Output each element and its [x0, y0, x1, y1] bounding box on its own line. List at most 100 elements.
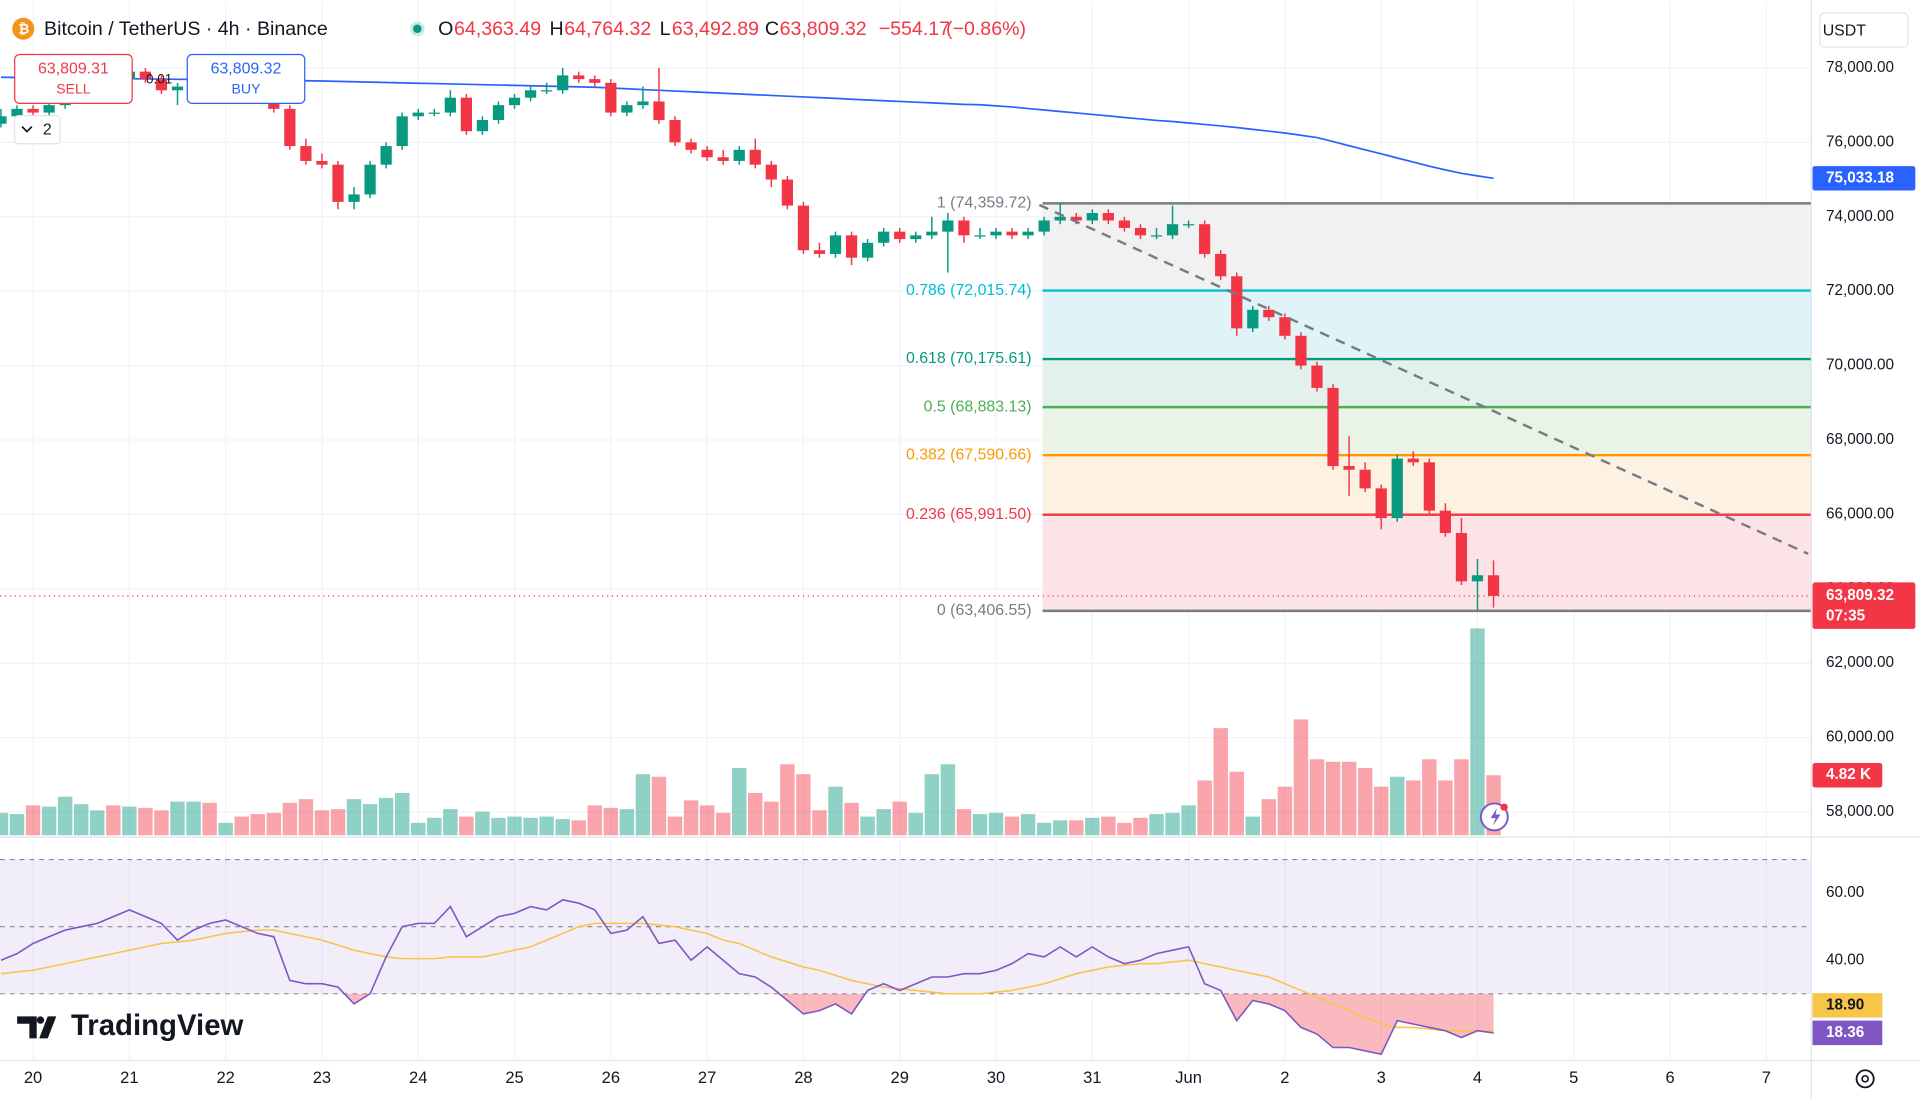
y-tick-label: 58,000.00 [1826, 803, 1894, 820]
candle-body [910, 235, 922, 240]
x-tick-label: 23 [313, 1068, 331, 1087]
fib-label: 0.618 (70,175.61) [906, 350, 1032, 367]
candle-body [926, 231, 938, 236]
candle-body [845, 235, 858, 258]
volume-bar [0, 812, 9, 836]
volume-bar [1341, 761, 1357, 836]
volume-bar [699, 805, 715, 836]
volume-bar [394, 792, 410, 836]
volume-bar [25, 805, 41, 836]
symbol-title[interactable]: Bitcoin / TetherUS · 4h · Binance [44, 18, 328, 40]
volume-bar [186, 801, 201, 836]
candle-body [1247, 309, 1259, 329]
candle-body [701, 149, 713, 158]
volume-bar [1133, 817, 1148, 836]
buy-button[interactable] [186, 53, 306, 105]
volume-bar [1117, 822, 1132, 836]
volume-bar [346, 799, 362, 836]
volume-bar [314, 810, 330, 836]
x-tick-label: 30 [987, 1068, 1005, 1087]
volume-bar [764, 801, 779, 836]
candle-body [781, 179, 793, 206]
candle-body [541, 90, 553, 92]
candle-body [364, 164, 376, 195]
x-tick-label: 7 [1762, 1068, 1771, 1087]
candle-body [444, 97, 456, 113]
rsi-layer [0, 859, 1812, 1056]
volume-bar [796, 774, 811, 836]
candle-body [557, 75, 569, 91]
change-pct: (−0.86%) [946, 18, 1026, 40]
candle-body [1215, 253, 1227, 277]
volume-bar [282, 802, 298, 836]
volume-bar [1454, 759, 1469, 836]
chevron-icon [21, 126, 33, 133]
volume-bar [715, 812, 731, 836]
rsi-last: 18.36 [1826, 1024, 1864, 1041]
volume-bar [1165, 812, 1180, 836]
currency-button[interactable] [1819, 12, 1909, 48]
volume-bar [1004, 816, 1020, 836]
x-tick-label: 29 [891, 1068, 909, 1087]
volume-bar [459, 816, 474, 836]
candle-body [749, 149, 761, 165]
x-tick-label: 27 [698, 1068, 716, 1087]
candle-body [476, 120, 489, 132]
candle-body [733, 149, 745, 161]
x-tick-label: 20 [24, 1068, 42, 1087]
volume-bar [539, 816, 554, 836]
sell-button[interactable] [14, 53, 133, 105]
candle-body [1150, 235, 1163, 237]
buy-label: BUY [232, 81, 262, 97]
volume-bar [924, 774, 940, 836]
fib-label: 0.382 (67,590.66) [906, 446, 1032, 463]
candle-body [524, 90, 537, 98]
volume-bar [9, 814, 25, 836]
volume-bar [844, 802, 859, 836]
fib-zone [1042, 359, 1812, 408]
volume-bar [266, 812, 282, 836]
ma-last-value-box [1812, 166, 1916, 191]
volume-bar [1149, 814, 1164, 836]
x-tick-label: 4 [1473, 1068, 1482, 1087]
candle-body [1375, 488, 1387, 519]
candle-body [1038, 220, 1050, 232]
candle-body [0, 116, 7, 124]
sell-label: SELL [56, 81, 91, 97]
volume-bar [170, 801, 185, 836]
candle-body [1487, 575, 1500, 596]
candle-body [1263, 309, 1275, 318]
volume-bar [154, 810, 169, 836]
candle-body [1086, 213, 1098, 221]
fib-layer: 1 (74,359.72) 0.786 (72,015.74) 0.618 (70,… [906, 195, 1812, 619]
volume-bar [1181, 805, 1196, 836]
volume-bar [555, 819, 570, 836]
fib-label: 0.5 (68,883.13) [924, 398, 1032, 415]
volume-bar [1101, 816, 1116, 836]
volume-bar [828, 786, 843, 836]
market-status-dot [413, 24, 422, 34]
alert-badge [1500, 803, 1508, 811]
last-price-box [1812, 582, 1916, 629]
volume-bar [250, 814, 265, 836]
indicators-toggle[interactable] [14, 115, 61, 145]
settings-icon[interactable] [1855, 1069, 1875, 1089]
candle-body [942, 220, 954, 232]
candle-body [990, 231, 1002, 236]
ohlc-key: H [550, 18, 564, 40]
fib-zone [1042, 290, 1812, 360]
volume-bar [106, 805, 121, 836]
volume-bar [330, 809, 346, 836]
volume-bar [1373, 786, 1389, 836]
volume-bar [812, 810, 827, 836]
y-tick-label: 62,000.00 [1826, 654, 1894, 671]
volume-bar [651, 776, 667, 836]
candle-body [829, 235, 842, 254]
volume-bar [731, 767, 747, 836]
fib-label: 0.236 (65,991.50) [906, 506, 1032, 523]
fib-label: 0.786 (72,015.74) [906, 282, 1032, 299]
candle-body [1166, 224, 1179, 236]
volume-bar [57, 796, 73, 836]
volume-bar [507, 816, 522, 836]
